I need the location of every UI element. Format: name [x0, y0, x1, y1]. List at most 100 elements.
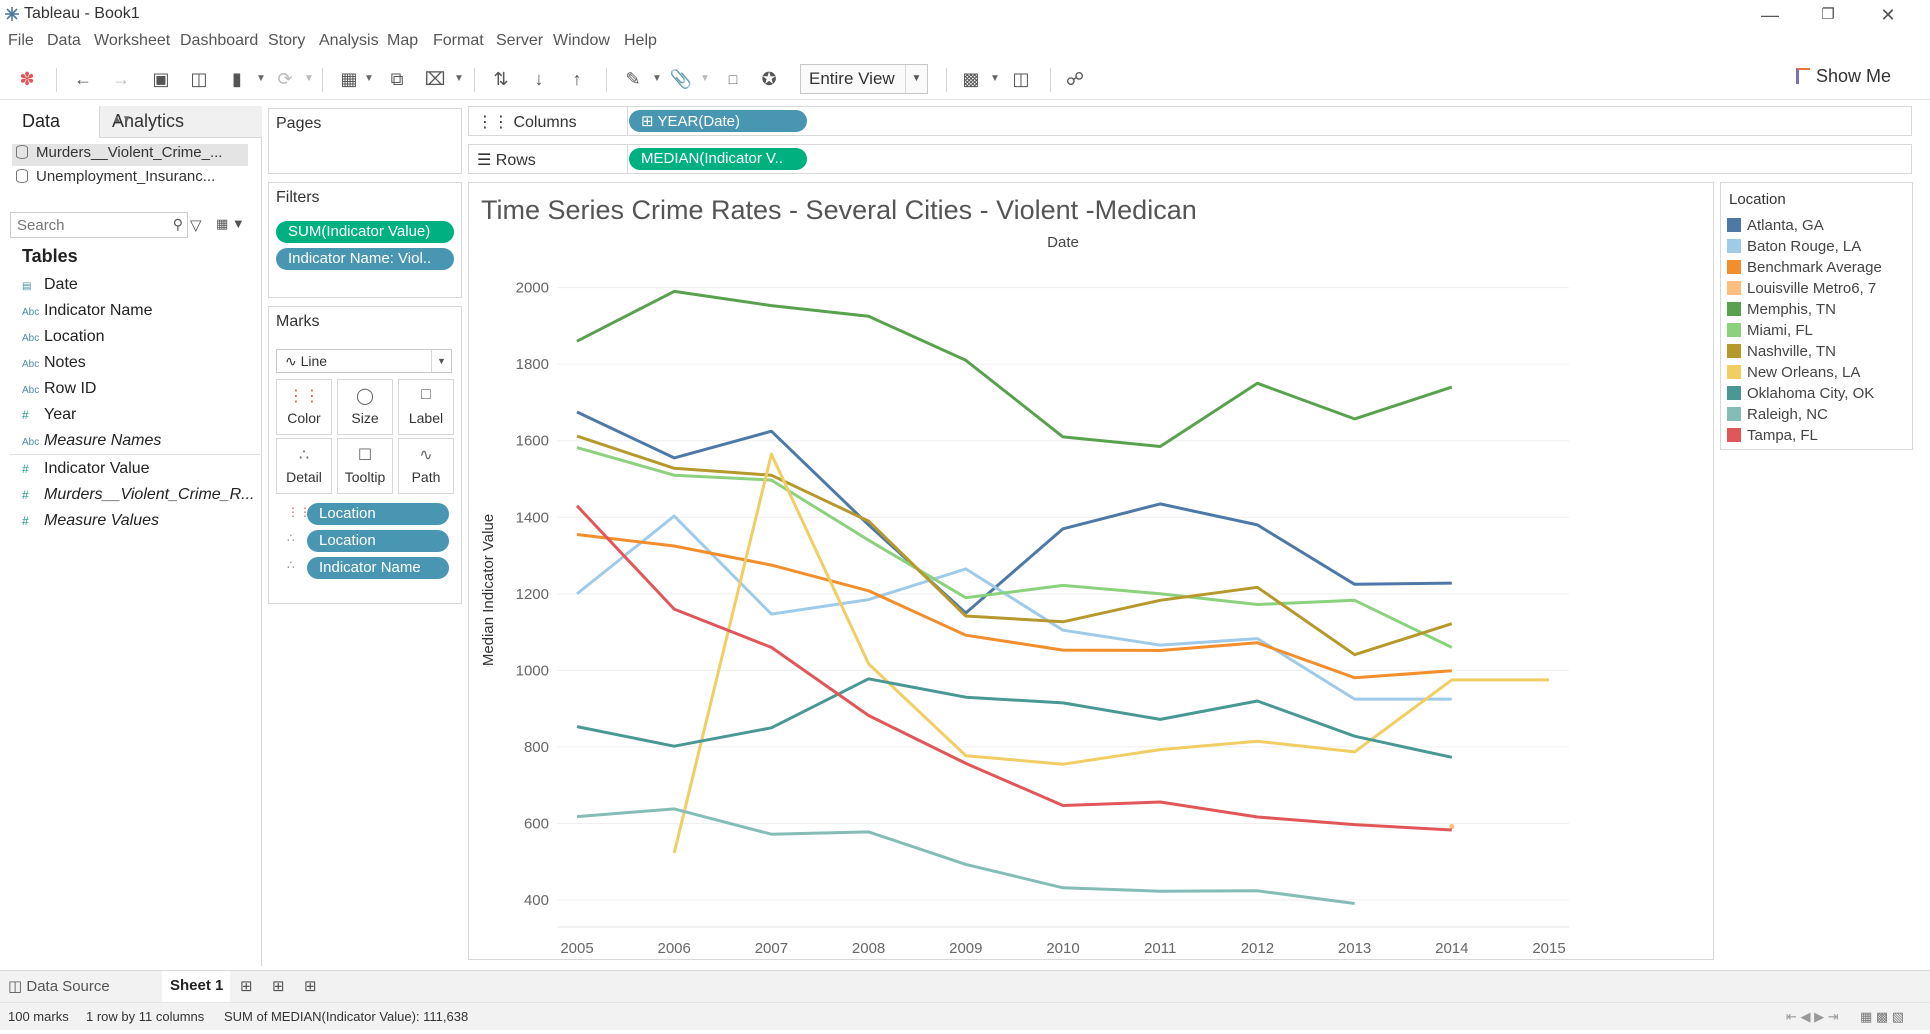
datasource-item[interactable]: Murders__Violent_Crime_... — [12, 144, 248, 166]
menu-map[interactable]: Map — [387, 32, 419, 49]
legend-item[interactable]: New Orleans, LA — [1727, 364, 1911, 384]
search-input[interactable] — [11, 213, 161, 237]
new-story-icon[interactable]: ⊞ — [304, 978, 317, 995]
close-icon[interactable]: ✕ — [1880, 5, 1896, 25]
field-date[interactable]: ▤ Date — [22, 276, 258, 298]
legend-item[interactable]: Benchmark Average — [1727, 259, 1911, 279]
save-icon[interactable]: ▣ — [152, 69, 170, 89]
number-icon: # — [22, 462, 29, 476]
field-measure-names[interactable]: Abc Measure Names — [22, 432, 258, 454]
chevron-down-icon: ▼ — [431, 350, 451, 372]
duplicate-sheet-icon[interactable]: ⧉ — [390, 69, 404, 89]
view-options-icon[interactable]: ▦ ▼ — [216, 216, 245, 231]
swap-rows-columns-icon[interactable]: ⇅ — [493, 69, 509, 89]
share-icon[interactable]: ☍ — [1065, 69, 1085, 89]
label-button[interactable]: □ Label — [398, 379, 454, 435]
legend-item[interactable]: Miami, FL — [1727, 322, 1911, 342]
size-button[interactable]: ◯ Size — [337, 379, 393, 435]
sort-ascending-icon[interactable]: ↓ — [534, 69, 544, 89]
tableau-home-icon[interactable]: ✽ — [19, 69, 35, 89]
color-legend[interactable]: Location Atlanta, GA Baton Rouge, LA Bench… — [1720, 182, 1913, 450]
caret-icon: ▲▼ — [112, 114, 132, 125]
refresh-icon[interactable]: ⟳ — [277, 69, 293, 89]
view-mode-icon[interactable]: ▦ ▩ ▧ — [1860, 1009, 1905, 1024]
tab-data[interactable]: Data — [0, 106, 100, 138]
menu-story[interactable]: Story — [268, 32, 306, 49]
show-cards-icon[interactable]: ▩ — [962, 69, 980, 89]
menu-server[interactable]: Server — [496, 32, 544, 49]
tooltip-button[interactable]: ☐ Tooltip — [337, 438, 393, 494]
filter-icon[interactable]: ▽ — [190, 217, 202, 234]
legend-item[interactable]: Nashville, TN — [1727, 343, 1911, 363]
tab-sheet-1[interactable]: Sheet 1 — [162, 971, 230, 1003]
filters-shelf[interactable]: Filters SUM(Indicator Value) Indicator N… — [268, 182, 462, 298]
pause-updates-icon[interactable]: ▮ — [232, 69, 242, 89]
new-data-source-icon[interactable]: ◫ — [190, 69, 208, 89]
line-chart[interactable]: Date 400 600 800 1000 1200 1400 1600 1800 2000 200… — [469, 183, 1713, 959]
detail-button[interactable]: ∴ Detail — [276, 438, 332, 494]
x-tick-label: 2012 — [1241, 940, 1274, 957]
legend-item[interactable]: Oklahoma City, OK — [1727, 385, 1911, 405]
filter-pill-indicator-name[interactable]: Indicator Name: Viol.. — [276, 248, 454, 270]
marks-pill-indicator-name[interactable]: Indicator Name — [307, 557, 449, 579]
columns-shelf[interactable]: ⋮⋮ Columns ⊞ YEAR(Date) — [468, 106, 1912, 136]
show-me-button[interactable]: Show Me — [1796, 66, 1891, 92]
rows-pill-median-indicator[interactable]: MEDIAN(Indicator V.. — [629, 148, 807, 170]
new-worksheet-icon[interactable]: ⊞ — [240, 978, 253, 995]
minimize-icon[interactable]: — — [1761, 5, 1779, 25]
menu-dashboard[interactable]: Dashboard — [180, 32, 259, 49]
worksheet-view[interactable]: Time Series Crime Rates - Several Cities… — [468, 182, 1714, 960]
pages-shelf[interactable]: Pages — [268, 108, 462, 174]
redo-icon[interactable]: → — [112, 69, 130, 89]
undo-icon[interactable]: ← — [74, 69, 92, 89]
legend-item[interactable]: Tampa, FL — [1727, 427, 1911, 447]
field-location[interactable]: Abc Location — [22, 328, 258, 350]
field-indicator-name[interactable]: Abc Indicator Name — [22, 302, 258, 324]
presentation-mode-icon[interactable]: ◫ — [1012, 69, 1030, 89]
field-indicator-value[interactable]: # Indicator Value — [22, 460, 258, 482]
legend-label: Nashville, TN — [1747, 343, 1836, 360]
color-button[interactable]: ⋮⋮ Color — [276, 379, 332, 435]
marks-pill-location-detail[interactable]: Location — [307, 530, 449, 552]
tab-data-source[interactable]: ◫ Data Source — [8, 977, 110, 995]
field-murders-violent-crime[interactable]: # Murders__Violent_Crime_R... — [22, 486, 258, 508]
group-members-icon[interactable]: 📎 — [669, 69, 693, 89]
tab-analytics[interactable]: Analytics ▲▼ — [100, 106, 262, 138]
field-measure-values[interactable]: # Measure Values — [22, 512, 258, 534]
mark-type-dropdown[interactable]: ∿ Line ▼ — [276, 349, 452, 373]
field-row-id[interactable]: Abc Row ID — [22, 380, 258, 402]
rows-shelf[interactable]: ☰ Rows MEDIAN(Indicator V.. — [468, 144, 1912, 174]
menu-worksheet[interactable]: Worksheet — [94, 32, 171, 49]
menu-data[interactable]: Data — [47, 32, 81, 49]
legend-item[interactable]: Baton Rouge, LA — [1727, 238, 1911, 258]
legend-item[interactable]: Raleigh, NC — [1727, 406, 1911, 426]
menu-format[interactable]: Format — [433, 32, 484, 49]
menu-help[interactable]: Help — [624, 32, 657, 49]
legend-label: New Orleans, LA — [1747, 364, 1861, 381]
fix-axes-icon[interactable]: ✪ — [761, 69, 777, 89]
menu-window[interactable]: Window — [553, 32, 610, 49]
new-dashboard-icon[interactable]: ⊞ — [272, 978, 285, 995]
fit-dropdown[interactable]: Entire View ▼ — [800, 64, 928, 94]
legend-item[interactable]: Atlanta, GA — [1727, 217, 1911, 237]
new-worksheet-icon[interactable]: ▦ — [340, 69, 358, 89]
field-notes[interactable]: Abc Notes — [22, 354, 258, 376]
datasource-item[interactable]: Unemployment_Insuranc... — [12, 168, 248, 190]
show-mark-labels-icon[interactable]: □ — [728, 71, 738, 87]
sheet-nav-icon[interactable]: ⇤ ◀ ▶ ⇥ — [1786, 1009, 1839, 1024]
highlight-icon[interactable]: ✎ — [625, 69, 641, 89]
restore-icon[interactable]: ❐ — [1821, 6, 1835, 23]
field-label: Indicator Value — [44, 460, 150, 477]
filter-pill-sum-indicator[interactable]: SUM(Indicator Value) — [276, 221, 454, 243]
marks-pill-location-color[interactable]: Location — [307, 503, 449, 525]
field-year[interactable]: # Year — [22, 406, 258, 428]
path-button[interactable]: ∿ Path — [398, 438, 454, 494]
columns-pill-year-date[interactable]: ⊞ YEAR(Date) — [629, 110, 807, 132]
legend-item[interactable]: Louisville Metro6, 7 — [1727, 280, 1911, 300]
search-field[interactable]: ⚲ — [10, 212, 188, 238]
legend-item[interactable]: Memphis, TN — [1727, 301, 1911, 321]
sort-descending-icon[interactable]: ↑ — [572, 69, 582, 89]
clear-sheet-icon[interactable]: ⌧ — [424, 69, 446, 89]
menu-file[interactable]: File — [8, 32, 34, 49]
menu-analysis[interactable]: Analysis — [319, 32, 379, 49]
